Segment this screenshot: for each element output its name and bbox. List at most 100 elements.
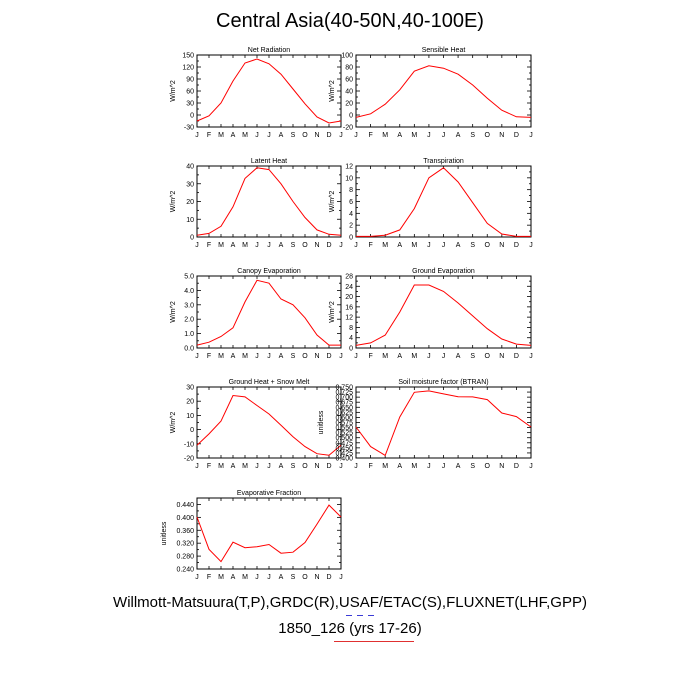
x-tick-label: J [255,353,259,360]
y-axis-label: W/m^2 [329,191,336,213]
x-tick-label: O [485,132,491,139]
x-tick-label: N [314,463,319,470]
footer-underline-blue-3 [368,615,374,616]
y-tick-label: 120 [182,65,194,72]
y-tick-label: 0.400 [335,456,353,463]
x-tick-label: O [485,463,491,470]
x-tick-label: M [382,353,388,360]
x-tick-label: O [485,353,491,360]
x-tick-label: A [231,353,236,360]
y-tick-label: 12 [345,164,353,171]
chart-panel-9: Evaporative Fraction 0.240 0.280 0.320 0.360… [161,490,343,581]
x-tick-label: N [499,132,504,139]
chart-panel-4: Transpiration 0 2 4 6 8 10 12 J F M A M J J A S O N D J W/m^2 [329,158,533,249]
series-line [355,65,532,118]
series-line [196,279,341,346]
x-tick-label: M [411,132,417,139]
x-tick-label: N [499,463,504,470]
x-tick-label: J [267,574,271,581]
plot-frame [196,165,342,238]
plot-frame [196,497,342,570]
y-tick-label: 0.675 [335,400,353,407]
x-tick-label: J [195,242,199,249]
x-tick-label: J [529,353,533,360]
x-tick-label: J [255,242,259,249]
y-tick-label: 3.0 [184,302,194,309]
x-tick-label: A [279,132,284,139]
y-tick-label: -10 [184,441,194,448]
x-tick-label: A [231,574,236,581]
y-tick-label: 0.725 [335,390,353,397]
y-tick-label: 0.750 [335,385,353,392]
x-tick-label: O [302,132,308,139]
footer-underline-blue-1 [346,615,352,616]
y-tick-label: 4 [349,211,353,218]
x-tick-label: M [242,242,248,249]
footer-case-label: 1850_126 (yrs 17-26) [278,620,422,637]
y-tick-label: 20 [345,294,353,301]
x-tick-label: J [339,353,343,360]
y-axis-label: unitless [161,521,168,545]
y-tick-label: 60 [186,89,194,96]
y-tick-label: -20 [343,125,353,132]
x-tick-label: M [382,242,388,249]
y-tick-label: 30 [186,101,194,108]
y-tick-label: 40 [186,164,194,171]
x-tick-label: M [218,463,224,470]
y-tick-label: 10 [186,217,194,224]
x-tick-label: J [267,463,271,470]
x-tick-label: J [427,463,431,470]
x-tick-label: A [397,242,402,249]
x-tick-label: S [291,242,296,249]
x-tick-label: F [207,463,211,470]
y-tick-label: 2 [349,223,353,230]
x-tick-label: J [529,242,533,249]
series-line [196,504,342,563]
y-tick-label: 0.400 [176,515,194,522]
y-axis-label: W/m^2 [170,191,177,213]
y-tick-label: 0 [190,235,194,242]
x-tick-label: A [397,463,402,470]
y-tick-label: 4.0 [184,288,194,295]
y-tick-label: 0.450 [335,445,353,452]
x-tick-label: N [314,574,319,581]
x-tick-label: J [442,132,446,139]
chart-panel-2: Sensible Heat -20 0 20 40 60 80 100 J F M A M J J A S O N D… [329,47,533,139]
chart-title: Soil moisture factor (BTRAN) [398,379,488,386]
x-tick-label: J [354,353,358,360]
chart-title: Ground Heat + Snow Melt [229,379,310,386]
x-tick-label: F [368,132,372,139]
x-tick-label: A [397,353,402,360]
x-tick-label: J [339,574,343,581]
x-tick-label: A [456,242,461,249]
x-tick-label: J [427,132,431,139]
series-line [355,390,532,457]
x-tick-label: N [499,353,504,360]
y-tick-label: 1.0 [184,331,194,338]
x-tick-label: A [279,353,284,360]
x-tick-label: J [255,463,259,470]
x-tick-label: A [279,574,284,581]
y-tick-label: 0.525 [335,430,353,437]
y-tick-label: 0 [349,113,353,120]
x-tick-label: M [218,574,224,581]
x-tick-label: N [314,353,319,360]
chart-title: Canopy Evaporation [237,268,301,275]
y-tick-label: 0 [349,346,353,353]
y-tick-label: 0.0 [184,346,194,353]
y-tick-label: 0.425 [335,450,353,457]
x-tick-label: D [326,574,331,581]
y-tick-label: 0 [190,427,194,434]
y-tick-label: 0.240 [176,567,194,574]
x-tick-label: J [195,132,199,139]
x-tick-label: S [291,353,296,360]
y-tick-label: 5.0 [184,274,194,281]
y-tick-label: 8 [349,187,353,194]
x-tick-label: O [302,463,308,470]
y-tick-label: -30 [184,125,194,132]
x-tick-label: A [279,242,284,249]
footer-underline-red [334,641,414,642]
